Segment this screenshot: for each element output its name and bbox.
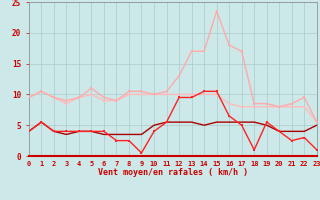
X-axis label: Vent moyen/en rafales ( km/h ): Vent moyen/en rafales ( km/h ) xyxy=(98,168,248,177)
